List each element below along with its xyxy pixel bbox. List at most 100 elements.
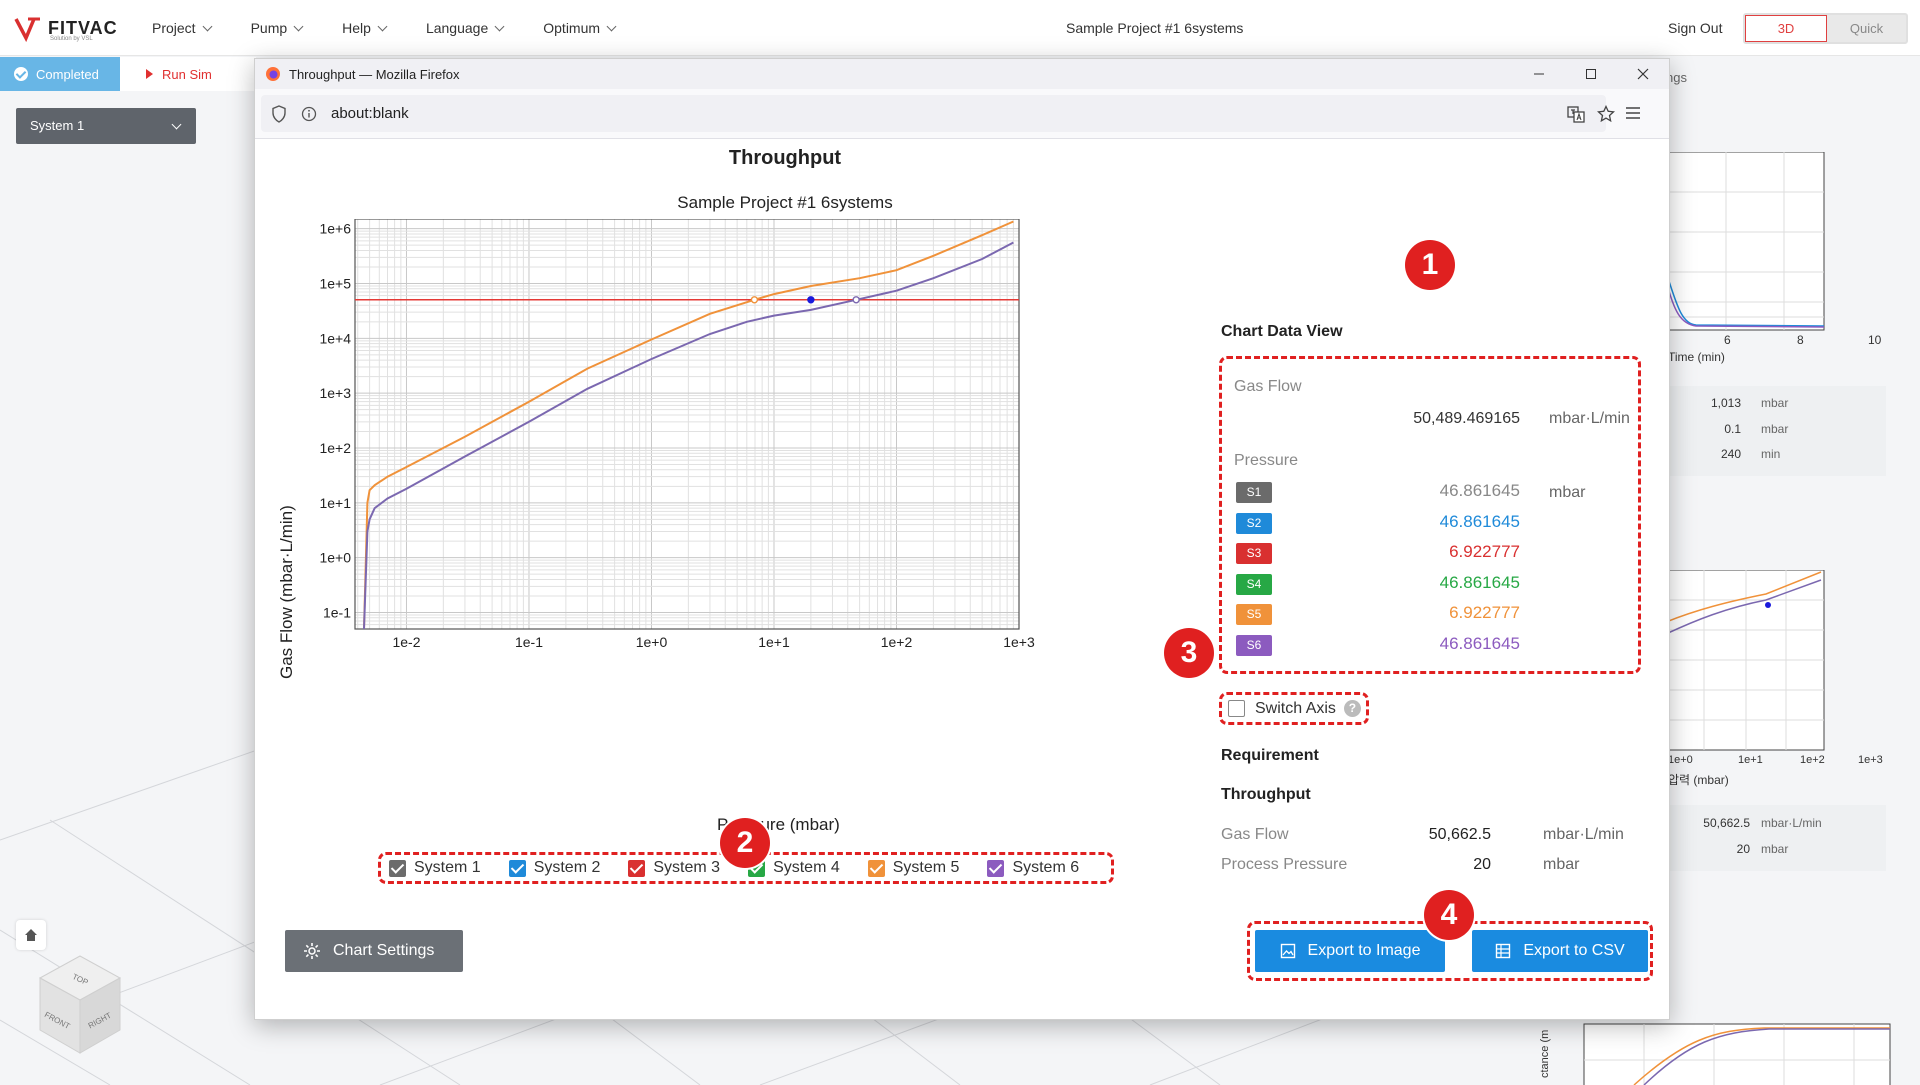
menu-optimum[interactable]: Optimum <box>543 0 617 56</box>
translate-icon[interactable] <box>1567 105 1585 123</box>
system-badge-s1: S1 <box>1236 482 1272 503</box>
settings-tab-partial[interactable]: ngs <box>1666 70 1687 85</box>
play-icon <box>146 69 153 79</box>
system-badge-s5: S5 <box>1236 604 1272 625</box>
callout-4: 4 <box>1424 890 1474 940</box>
requirement-title: Requirement <box>1221 747 1319 764</box>
legend-checkbox[interactable] <box>508 859 526 877</box>
gas-flow-unit: mbar·L/min <box>1549 410 1630 427</box>
hamburger-menu-icon[interactable] <box>1625 106 1641 120</box>
system-badge-s2: S2 <box>1236 512 1272 534</box>
view-cube[interactable]: TOP FRONT RIGHT <box>30 948 130 1058</box>
requirement-row: Gas Flow 50,662.5 mbar·L/min <box>1221 826 1624 843</box>
gas-flow-label: Gas Flow <box>1234 378 1302 395</box>
legend-checkbox[interactable] <box>389 859 406 877</box>
legend-item-system-6[interactable]: System 6 <box>987 859 1079 877</box>
help-icon[interactable]: ? <box>1343 700 1361 717</box>
chart-subtitle: Sample Project #1 6systems <box>677 193 893 212</box>
chevron-down-icon <box>606 21 617 31</box>
view-3d-button[interactable]: 3D <box>1745 15 1827 42</box>
legend-checkbox[interactable] <box>867 859 885 877</box>
throughput-chart-partial <box>1666 570 1825 751</box>
y-tick-label: 1e+1 <box>319 495 351 511</box>
menu-help[interactable]: Help <box>342 0 388 56</box>
time-chart-partial <box>1666 152 1825 331</box>
system-pressure-value: 46.861645 <box>1439 481 1520 500</box>
fitvac-logo[interactable]: FITVAC Solution by VSL <box>14 14 124 42</box>
maximize-button[interactable] <box>1565 59 1617 89</box>
throughput-chart[interactable]: 1e-2 1e-1 1e+0 1e+1 1e+2 1e+3 1e-1 1e+0 1e+1 1e+2… <box>255 219 1215 779</box>
x-tick-label: 1e+2 <box>881 634 913 650</box>
system-select[interactable]: System 1 <box>16 108 196 144</box>
legend-label: System 4 <box>773 859 840 876</box>
system-badge-s4: S4 <box>1236 573 1272 595</box>
home-view-button[interactable] <box>16 920 46 950</box>
chart2-tick: 1e+3 <box>1858 754 1883 766</box>
menu-language[interactable]: Language <box>426 0 505 56</box>
y-tick-label: 1e+6 <box>319 221 351 237</box>
legend-label: System 2 <box>533 859 601 876</box>
view-quick-button[interactable]: Quick <box>1849 21 1884 36</box>
chevron-down-icon <box>171 119 182 130</box>
legend-item-system-5[interactable]: System 5 <box>867 859 960 877</box>
param-table-1: 1,013 mbar 0.1 mbar 240 min <box>1666 386 1886 476</box>
bookmark-star-icon[interactable] <box>1597 105 1615 123</box>
project-title: Sample Project #1 6systems <box>1066 20 1244 36</box>
chart-settings-button[interactable]: Chart Settings <box>285 930 463 972</box>
y-tick-label: 1e+0 <box>319 550 351 566</box>
chevron-down-icon <box>202 21 213 31</box>
info-icon[interactable] <box>301 106 317 122</box>
shield-icon[interactable] <box>271 104 287 123</box>
y-tick-label: 1e+4 <box>319 330 351 346</box>
x-tick-label: 1e-2 <box>392 634 420 650</box>
y-axis-label: Gas Flow (mbar·L/min) <box>277 505 296 679</box>
table-icon <box>1496 943 1511 959</box>
requirement-subtitle: Throughput <box>1221 786 1311 803</box>
legend-item-system-4[interactable]: System 4 <box>748 859 840 877</box>
requirement-row: Process Pressure 20 mbar <box>1221 856 1580 873</box>
chevron-down-icon <box>377 21 388 31</box>
chevron-down-icon <box>494 21 505 31</box>
address-bar[interactable]: about:blank <box>261 95 1615 132</box>
logo-subtext: Solution by VSL <box>50 36 93 42</box>
chart2-tick: 1e+2 <box>1800 754 1825 766</box>
legend-item-system-2[interactable]: System 2 <box>508 859 601 877</box>
run-sim-button[interactable]: Run Sim <box>120 57 256 91</box>
chart1-tick: 10 <box>1868 333 1882 347</box>
export-csv-button[interactable]: Export to CSV <box>1472 930 1648 972</box>
switch-axis-control[interactable]: Switch Axis ? <box>1219 692 1369 725</box>
menu-project[interactable]: Project <box>152 0 213 56</box>
legend-label: System 5 <box>892 859 960 876</box>
export-image-button[interactable]: Export to Image <box>1255 930 1445 972</box>
window-title: Throughput — Mozilla Firefox <box>289 66 460 82</box>
system-pressure-value: 6.922777 <box>1449 542 1520 561</box>
chart1-xlabel: Time (min) <box>1668 350 1725 364</box>
status-completed-badge: Completed <box>0 57 120 91</box>
legend-item-system-3[interactable]: System 3 <box>628 859 720 877</box>
pressure-unit: mbar <box>1549 484 1586 501</box>
chart-data-view-title: Chart Data View <box>1221 323 1343 340</box>
menu-pump[interactable]: Pump <box>251 0 304 56</box>
switch-axis-checkbox[interactable] <box>1228 700 1245 717</box>
switch-axis-label[interactable]: Switch Axis <box>1255 699 1336 717</box>
sign-out-link[interactable]: Sign Out <box>1668 20 1723 36</box>
pressure-label: Pressure <box>1234 452 1299 469</box>
close-window-button[interactable] <box>1617 59 1669 89</box>
chart-title: Throughput <box>728 147 842 169</box>
x-tick-label: 1e+3 <box>1003 634 1035 650</box>
firefox-icon <box>266 67 280 81</box>
x-tick-label: 1e-1 <box>515 634 543 650</box>
legend-item-system-1[interactable]: System 1 <box>389 859 481 877</box>
intersection-marker <box>852 296 860 304</box>
close-icon <box>1637 68 1649 80</box>
legend-checkbox[interactable] <box>628 859 646 877</box>
minimize-icon <box>1534 73 1544 75</box>
legend-checkbox[interactable] <box>987 859 1005 877</box>
system-badge-s6: S6 <box>1236 634 1272 656</box>
chart2-xlabel: 압력 (mbar) <box>1668 773 1729 787</box>
minimize-button[interactable] <box>1513 59 1565 89</box>
system-badge-s3: S3 <box>1236 543 1272 564</box>
url-text: about:blank <box>331 105 409 122</box>
legend-label: System 1 <box>414 859 481 876</box>
view-mode-toggle: 3D Quick <box>1743 13 1908 44</box>
